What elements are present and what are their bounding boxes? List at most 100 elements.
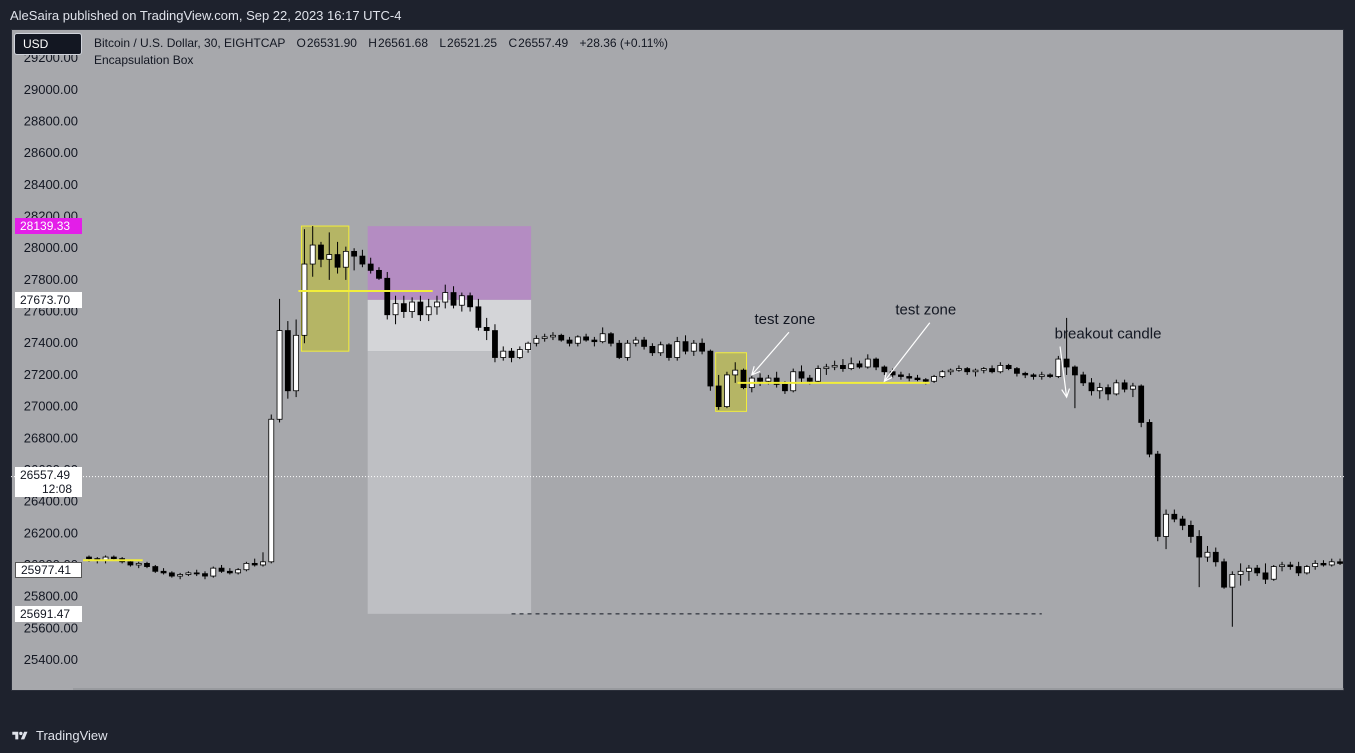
annotation-arrow[interactable] <box>1059 346 1068 398</box>
candle[interactable] <box>947 369 954 373</box>
candle[interactable] <box>309 244 316 265</box>
candle[interactable] <box>508 350 515 358</box>
candle[interactable] <box>583 336 589 341</box>
candle[interactable] <box>608 333 614 344</box>
candle[interactable] <box>326 254 333 260</box>
candle[interactable] <box>1188 524 1194 537</box>
candle[interactable] <box>914 377 921 381</box>
candle[interactable] <box>127 561 134 566</box>
candle[interactable] <box>210 567 217 577</box>
candle[interactable] <box>318 244 324 260</box>
candle[interactable] <box>458 295 465 306</box>
candle[interactable] <box>1270 566 1277 580</box>
candle[interactable] <box>1154 453 1161 537</box>
candle[interactable] <box>359 255 366 265</box>
candle[interactable] <box>384 277 391 316</box>
candle[interactable] <box>1303 566 1310 574</box>
candle[interactable] <box>1254 567 1261 574</box>
candle[interactable] <box>442 292 449 303</box>
candle[interactable] <box>1047 374 1053 377</box>
candle[interactable] <box>599 333 606 343</box>
candle[interactable] <box>1237 570 1244 575</box>
candle[interactable] <box>773 377 780 385</box>
annotation-text[interactable]: test zone <box>755 311 816 328</box>
candle[interactable] <box>268 418 275 563</box>
candle[interactable] <box>724 374 730 407</box>
candle[interactable] <box>657 344 664 354</box>
annotation-arrow[interactable] <box>883 322 931 382</box>
candle[interactable] <box>707 350 714 387</box>
candle[interactable] <box>740 369 747 388</box>
candle[interactable] <box>1312 562 1319 567</box>
candle[interactable] <box>226 570 233 574</box>
candle[interactable] <box>848 363 855 369</box>
candle[interactable] <box>980 368 987 371</box>
candle[interactable] <box>732 369 739 376</box>
candle[interactable] <box>160 570 167 574</box>
candle[interactable] <box>690 342 697 352</box>
candle[interactable] <box>1088 382 1095 392</box>
candle[interactable] <box>873 358 879 368</box>
candle[interactable] <box>1096 387 1103 392</box>
candle[interactable] <box>1295 566 1302 574</box>
symbol-title[interactable]: Bitcoin / U.S. Dollar, 30, EIGHTCAP <box>94 36 286 50</box>
candle[interactable] <box>997 365 1004 373</box>
candle[interactable] <box>666 344 672 358</box>
candle[interactable] <box>342 250 349 268</box>
candle[interactable] <box>649 346 656 354</box>
candle[interactable] <box>177 574 184 577</box>
candle[interactable] <box>1121 382 1128 390</box>
candle[interactable] <box>1138 385 1145 423</box>
candle[interactable] <box>425 306 432 316</box>
candle[interactable] <box>1337 561 1343 564</box>
candle[interactable] <box>922 379 929 382</box>
candle[interactable] <box>823 366 830 369</box>
candle[interactable] <box>566 339 573 344</box>
candle[interactable] <box>881 366 888 373</box>
candle[interactable] <box>964 368 971 373</box>
candle[interactable] <box>558 334 565 341</box>
candle[interactable] <box>1246 567 1252 572</box>
candle[interactable] <box>86 556 92 560</box>
candle[interactable] <box>906 376 913 379</box>
candle[interactable] <box>202 573 208 577</box>
candle[interactable] <box>757 377 763 382</box>
candle[interactable] <box>1163 513 1169 537</box>
candle[interactable] <box>135 562 142 566</box>
candle[interactable] <box>806 377 813 382</box>
candle[interactable] <box>989 368 995 373</box>
candle[interactable] <box>492 330 498 358</box>
candle[interactable] <box>798 371 805 379</box>
candle[interactable] <box>591 339 598 343</box>
candle[interactable] <box>1055 358 1062 377</box>
candle[interactable] <box>715 385 722 407</box>
candle[interactable] <box>400 303 407 312</box>
candle[interactable] <box>1212 551 1219 563</box>
candle[interactable] <box>939 371 946 377</box>
candlestick-chart[interactable]: 25400.0025600.0025800.0026000.0026200.00… <box>11 29 1344 691</box>
candle[interactable] <box>616 342 623 358</box>
candle[interactable] <box>1221 561 1227 588</box>
candle[interactable] <box>1113 382 1120 395</box>
candle[interactable] <box>475 306 482 328</box>
candle[interactable] <box>1328 561 1335 566</box>
candle[interactable] <box>550 334 556 338</box>
candle[interactable] <box>574 336 581 344</box>
candle[interactable] <box>110 556 117 560</box>
candle[interactable] <box>284 330 291 392</box>
candle[interactable] <box>434 301 440 308</box>
candle[interactable] <box>525 342 532 350</box>
candle[interactable] <box>243 562 250 571</box>
annotation-text[interactable]: breakout candle <box>1055 325 1162 342</box>
candle[interactable] <box>1030 374 1037 377</box>
indicator-name[interactable]: Encapsulation Box <box>94 53 194 67</box>
candle[interactable] <box>334 254 341 268</box>
candle[interactable] <box>699 342 705 352</box>
candle[interactable] <box>1279 564 1285 567</box>
candle[interactable] <box>790 371 797 392</box>
candle[interactable] <box>1105 387 1111 395</box>
candle[interactable] <box>1179 518 1186 526</box>
candle[interactable] <box>831 365 838 368</box>
candle[interactable] <box>367 263 374 271</box>
candle[interactable] <box>168 572 175 577</box>
